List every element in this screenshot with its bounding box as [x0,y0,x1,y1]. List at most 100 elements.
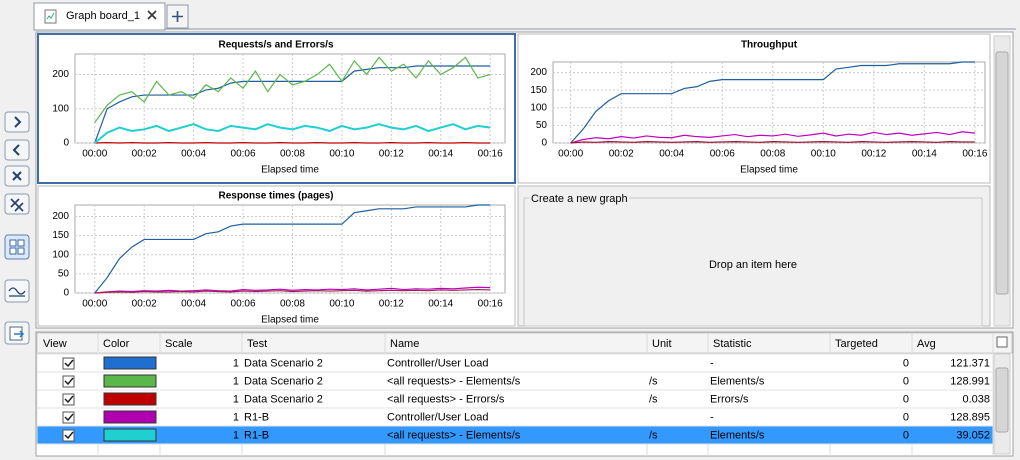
cell: 0 [903,375,909,387]
x-tick-label: 00:04 [659,149,684,160]
cell: Controller/User Load [387,357,489,369]
column-header: Unit [652,338,672,350]
plot-area [74,204,506,294]
table-row[interactable] [36,389,994,409]
table-scroll-thumb[interactable] [995,367,1009,433]
cell: <all requests> - Errors/s [387,393,505,405]
y-tick-label: 50 [58,269,70,280]
series-line [94,204,491,294]
cell: 0 [903,393,909,405]
column-header: Statistic [713,338,752,350]
cell: 0 [903,429,909,441]
y-tick-label: 0 [63,288,69,299]
cell: 39.052 [956,429,990,441]
legend-bg [529,192,629,204]
view-checkbox[interactable] [62,411,75,424]
cell: 128.895 [950,411,990,423]
selected-row[interactable] [36,425,994,445]
y-tick-label: 0 [63,138,69,149]
tab-close[interactable] [147,10,157,20]
view-checkbox[interactable] [62,375,75,388]
cell: Errors/s [710,393,749,405]
series-line [570,131,975,144]
view-checkbox[interactable] [62,357,75,370]
table-row[interactable] [36,353,994,373]
icon [8,287,26,297]
cell: 0 [903,357,909,369]
cell: 1 [233,393,239,405]
color-swatch [103,374,157,388]
table-row[interactable] [36,407,994,427]
cell: Data Scenario 2 [244,357,323,369]
cell: 1 [233,357,239,369]
column-header: Targeted [835,338,878,350]
x-tick-label: 00:16 [962,149,987,160]
x-tick-label: 00:14 [428,149,453,160]
x-axis-label: Elapsed time [261,165,319,176]
column-chooser[interactable] [996,336,1008,348]
x-tick-label: 00:04 [181,299,206,310]
x-tick-label: 00:08 [280,149,305,160]
x-tick-label: 00:16 [478,299,503,310]
x-tick-label: 00:10 [329,299,354,310]
x-tick-label: 00:08 [280,299,305,310]
cell: Data Scenario 2 [244,375,323,387]
cell: R1-B [244,429,269,441]
view-checkbox[interactable] [62,429,75,442]
tab-icon-graph [46,12,55,20]
column-header: Test [247,338,267,350]
table-header [36,332,1013,354]
y-tick-label: 100 [52,249,69,260]
column-header: Name [390,338,419,350]
x-tick-label: 00:02 [609,149,634,160]
cell: Controller/User Load [387,411,489,423]
cell: 1 [233,411,239,423]
layout-button[interactable] [4,234,30,260]
y-tick-label: 200 [52,211,69,222]
cell: <all requests> - Elements/s [387,375,521,387]
cell: 1 [233,375,239,387]
series-line [570,61,975,144]
scroll-thumb[interactable] [995,51,1009,295]
tab-icon [44,9,57,24]
move-right-button[interactable] [4,111,30,133]
x-tick-label: 00:06 [710,149,735,160]
series-line [94,286,491,294]
cell: 0.038 [962,393,990,405]
x-axis-label: Elapsed time [740,165,798,176]
x-tick-label: 00:08 [760,149,785,160]
x-tick-label: 00:14 [428,299,453,310]
x-tick-label: 00:10 [811,149,836,160]
check-mark [64,377,74,386]
series-line [94,56,491,123]
cell: /s [649,429,658,441]
x-tick-label: 00:12 [379,299,404,310]
x-tick-label: 00:10 [329,149,354,160]
move-left-button[interactable] [4,139,30,161]
cell: Data Scenario 2 [244,393,323,405]
check-mark [64,395,74,404]
x-tick-label: 00:12 [379,149,404,160]
drop-zone[interactable] [523,197,983,327]
series-line [570,140,975,144]
y-tick-label: 150 [52,230,69,241]
x-tick-label: 00:06 [231,149,256,160]
view-checkbox[interactable] [62,393,75,406]
cell: 128.991 [950,375,990,387]
cell: - [710,411,714,423]
icon [12,171,22,181]
cell: Elements/s [710,375,765,387]
y-tick-label: 100 [530,102,547,113]
check-mark [64,413,74,422]
color-swatch [103,356,157,370]
chart-title: Requests/s and Errors/s [218,40,333,51]
cell: Elements/s [710,429,765,441]
y-tick-label: 200 [52,69,69,80]
drop-hint: Drop an item here [709,259,797,271]
x-tick-label: 00:06 [231,299,256,310]
cell: /s [649,375,658,387]
check-mark [64,359,74,368]
cell: - [710,357,714,369]
icon [12,144,20,156]
